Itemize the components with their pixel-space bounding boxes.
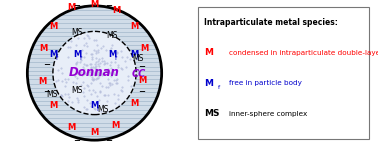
- Text: −: −: [43, 87, 51, 96]
- Text: MS: MS: [71, 86, 83, 95]
- Text: M: M: [139, 76, 147, 85]
- Text: M: M: [112, 6, 121, 15]
- Text: M: M: [111, 121, 119, 130]
- Text: M: M: [130, 49, 138, 59]
- Text: f: f: [79, 56, 82, 61]
- Text: MS: MS: [133, 54, 144, 63]
- Text: f: f: [97, 107, 99, 112]
- Text: M: M: [204, 48, 213, 57]
- Text: −: −: [43, 60, 51, 69]
- Text: M: M: [39, 44, 48, 53]
- Circle shape: [27, 6, 162, 140]
- Text: CC: CC: [131, 69, 146, 79]
- Text: M: M: [90, 128, 99, 137]
- Text: Donnan: Donnan: [69, 66, 120, 80]
- Text: M: M: [90, 101, 99, 110]
- Text: f: f: [115, 56, 117, 61]
- Text: M: M: [90, 0, 99, 9]
- Text: M: M: [50, 22, 58, 31]
- Text: M: M: [38, 77, 46, 86]
- Text: −: −: [138, 87, 146, 96]
- Text: M: M: [204, 79, 213, 88]
- Text: f: f: [136, 56, 139, 61]
- Circle shape: [53, 31, 136, 115]
- Text: −: −: [105, 136, 113, 145]
- Text: free in particle body: free in particle body: [229, 80, 302, 86]
- Text: M: M: [50, 49, 58, 59]
- Text: −: −: [105, 1, 113, 10]
- Text: M: M: [67, 122, 75, 132]
- Text: M: M: [67, 3, 75, 12]
- Text: −: −: [73, 1, 80, 10]
- Text: M: M: [130, 22, 138, 31]
- Text: f: f: [56, 56, 58, 61]
- Text: condensed in intraparticulate double-layer: condensed in intraparticulate double-lay…: [229, 49, 378, 56]
- Text: M: M: [140, 44, 148, 53]
- Text: M: M: [50, 101, 58, 110]
- Text: MS: MS: [204, 109, 220, 118]
- Text: −: −: [73, 136, 80, 145]
- Text: M: M: [108, 49, 116, 59]
- Text: MS: MS: [98, 105, 109, 114]
- Text: M: M: [130, 99, 138, 108]
- Text: −: −: [138, 62, 146, 71]
- Text: MS: MS: [71, 28, 83, 37]
- Text: MS: MS: [106, 31, 118, 40]
- FancyBboxPatch shape: [198, 7, 369, 139]
- Text: Intraparticulate metal species:: Intraparticulate metal species:: [204, 18, 338, 27]
- Text: MS: MS: [46, 90, 58, 99]
- Text: f: f: [218, 85, 220, 90]
- Text: inner-sphere complex: inner-sphere complex: [229, 111, 307, 117]
- Text: M: M: [73, 49, 81, 59]
